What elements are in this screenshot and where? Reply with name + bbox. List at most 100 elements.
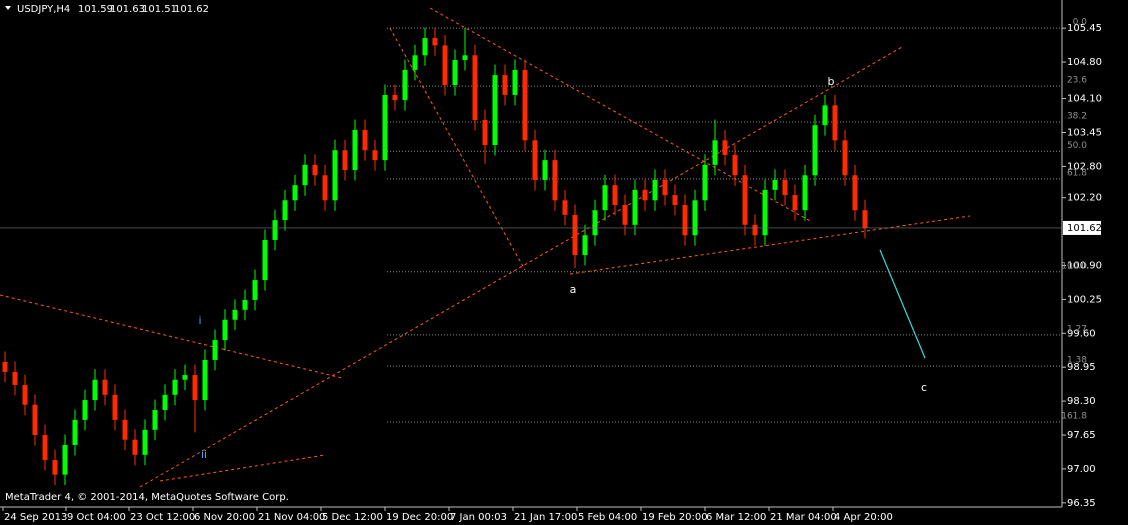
x-tick-label: 7 Jan 00:03 [450,512,507,523]
candle-body [12,371,18,385]
candle-body [662,179,668,196]
candle-body [162,394,168,410]
y-tick-label: 99.60 [1067,328,1096,339]
candle-body [132,439,138,455]
candle-body [612,185,618,205]
candle-body [102,379,108,395]
candle-body [372,150,378,161]
fib-label: 100.0 [1061,261,1087,271]
x-tick-label: 19 Feb 20:00 [642,512,708,523]
candle-body [322,175,328,201]
candle-body [202,359,208,401]
candle-body [512,69,518,95]
y-tick-label: 102.20 [1067,193,1102,204]
candle-body [142,429,148,455]
symbol: USDJPY,H4 [17,4,70,15]
wave-label: a [570,283,577,296]
current-price-label: 101.62 [1067,223,1102,234]
candle-body [42,435,48,461]
fib-label: 38.2 [1067,112,1087,122]
trendline [569,215,971,275]
candle-body [792,195,798,211]
header-value: 101.51 [142,4,177,15]
candle-body [672,195,678,205]
candle-body [472,55,478,120]
fib-label: 1.27 [1067,324,1087,334]
candle-body [82,400,88,420]
x-tick-label: 21 Mar 04:00 [770,512,837,523]
x-tick-label: 24 Sep 2013 [4,512,67,523]
candle-body [542,160,548,180]
candle-body [392,94,398,101]
trendline [389,27,526,271]
fib-label: 50.0 [1067,141,1087,151]
candle-body [732,154,738,176]
candle-body [532,140,538,180]
candle-body [702,164,708,201]
x-tick-label: 23 Oct 12:00 [130,512,195,523]
candle-body [172,379,178,395]
candle-body [62,444,68,475]
candle-body [312,164,318,176]
candle-body [462,55,468,60]
trendline [0,294,343,379]
header-value: 101.59 [78,4,113,15]
wave-label: i [198,314,201,327]
candle-body [642,189,648,201]
header-value: 101.63 [110,4,145,15]
candle-body [742,175,748,225]
candle-body [842,140,848,176]
candle-body [422,38,428,56]
candle-body [332,150,338,201]
y-tick-label: 103.45 [1067,127,1102,138]
candle-body [182,375,188,380]
candle-body [152,409,158,430]
candle-body [432,38,438,46]
candle-body [802,175,808,211]
candle-body [602,185,608,211]
wave-label: c [921,381,927,394]
candle-body [692,200,698,236]
x-tick-label: 6 Nov 20:00 [194,512,255,523]
candle-body [382,94,388,161]
candle-body [282,200,288,221]
x-tick-label: 5 Feb 04:00 [578,512,637,523]
menu-arrow[interactable] [5,6,11,10]
y-tick-label: 104.10 [1067,94,1102,105]
candle-body [552,160,558,201]
candle-body [32,404,38,436]
fib-label: 161.8 [1061,411,1087,421]
candle-body [412,55,418,70]
y-tick-label: 98.30 [1067,396,1096,407]
watermark: MetaTrader 4, © 2001-2014, MetaQuotes So… [5,492,289,503]
candle-body [852,175,858,211]
candle-body [862,210,868,228]
current-price-box [1063,220,1101,235]
projection-line [879,249,926,359]
candle-body [722,140,728,155]
candle-body [52,460,58,475]
fib-label: 23.6 [1067,76,1087,86]
y-tick-label: 98.95 [1067,362,1096,373]
trendline [159,454,326,482]
trendlines [0,7,971,488]
y-tick-label: 97.00 [1067,464,1096,475]
candle-body [622,204,628,225]
candle-body [482,119,488,146]
candle-body [682,204,688,236]
candle-body [222,319,228,341]
y-tick-label: 105.45 [1067,23,1102,34]
x-tick-label: 9 Oct 04:00 [67,512,126,523]
candle-body [112,394,118,420]
y-tick-label: 96.35 [1067,498,1096,509]
candle-body [582,235,588,256]
x-tick-label: 6 Mar 12:00 [706,512,766,523]
fib-label: 0.0 [1073,18,1088,28]
candle-body [92,379,98,401]
trendline [139,46,903,488]
candle-body [492,75,498,146]
candle-body [362,129,368,151]
candle-body [502,75,508,95]
